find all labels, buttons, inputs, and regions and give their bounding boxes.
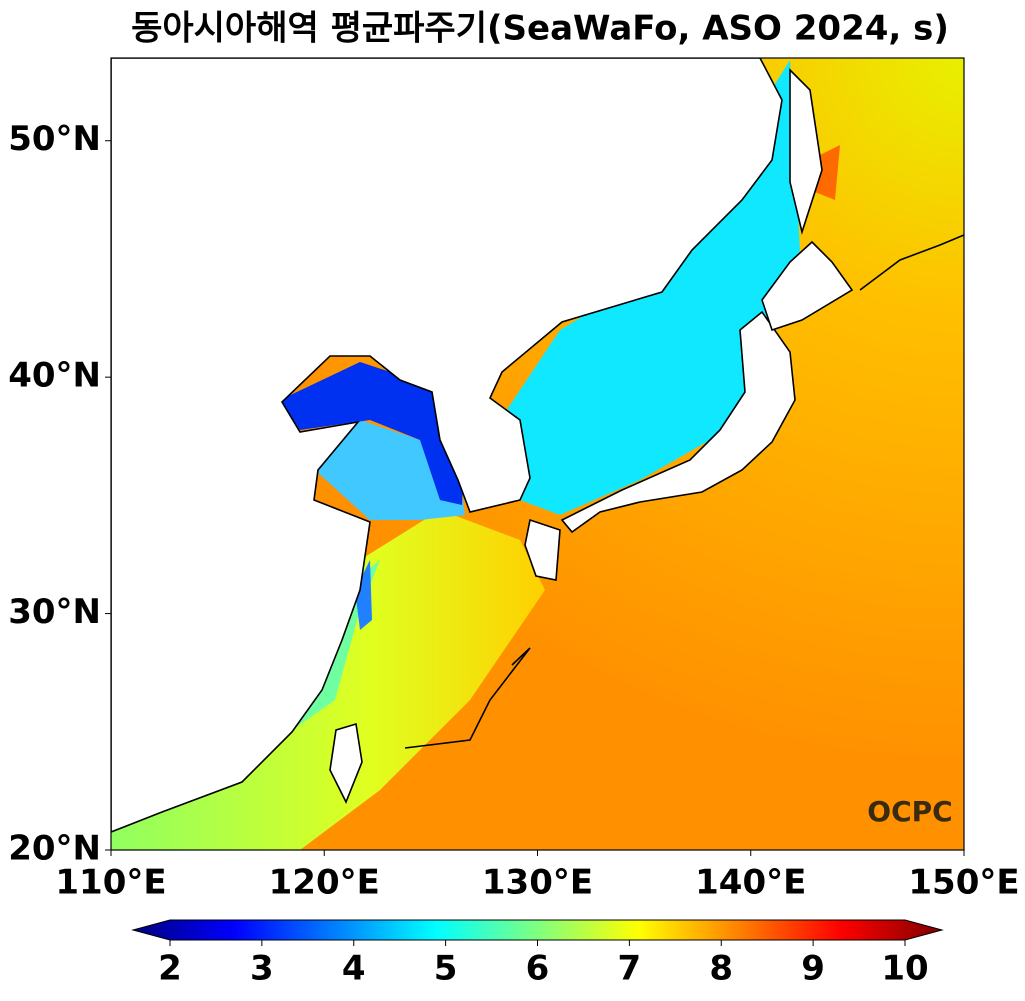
- x-tick-label: 140°E: [695, 863, 806, 903]
- colorbar-tick-label: 4: [342, 949, 366, 989]
- y-tick-label: 20°N: [8, 829, 101, 869]
- x-tick-label: 130°E: [482, 863, 593, 903]
- logo: OCPC: [867, 795, 952, 828]
- colorbar-tick-label: 2: [158, 949, 182, 989]
- y-tick-label: 50°N: [8, 119, 101, 159]
- map-title: 동아시아해역 평균파주기(SeaWaFo, ASO 2024, s): [131, 9, 949, 49]
- colorbar-tick-label: 7: [618, 949, 642, 989]
- y-tick-label: 40°N: [8, 356, 101, 396]
- colorbar-tick-label: 9: [801, 949, 825, 989]
- colorbar-tick-label: 5: [434, 949, 458, 989]
- colorbar-tick-label: 6: [526, 949, 550, 989]
- colorbar-tick-label: 3: [250, 949, 274, 989]
- x-tick-label: 120°E: [269, 863, 380, 903]
- colorbar-tick-label: 8: [709, 949, 733, 989]
- y-tick-label: 30°N: [8, 592, 101, 632]
- land: [111, 58, 964, 833]
- colorbar: [131, 919, 944, 941]
- x-tick-label: 110°E: [55, 863, 166, 903]
- x-tick-label: 150°E: [908, 863, 1019, 903]
- colorbar-tick-label: 10: [881, 949, 928, 989]
